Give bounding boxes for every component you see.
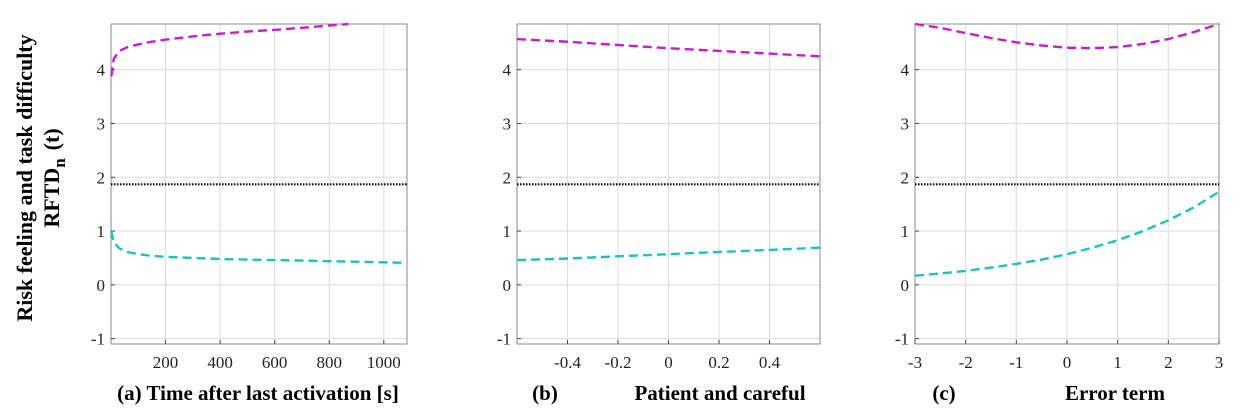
upper-series-line [110,22,349,77]
x-tick-label: -0.4 [554,353,581,372]
y-tick-label: 1 [97,222,106,241]
y-tick-label: 4 [503,61,512,80]
x-tick-label: 0 [664,353,673,372]
x-axis-title: (a) Time after last activation [s] [117,381,399,405]
y-axis-title: Risk feeling and task difficulty RFTDn(t… [12,34,69,321]
x-tick-label: -3 [908,353,922,372]
x-tick-label: 800 [316,353,342,372]
x-tick-label: 3 [1215,353,1224,372]
x-tick-label: -0.2 [605,353,632,372]
y-tick-label: 1 [901,222,910,241]
y-tick-label: 0 [97,276,106,295]
y-tick-label: 3 [503,114,512,133]
y-tick-label: 0 [901,276,910,295]
x-tick-label: 200 [153,353,179,372]
lower-series-line [516,246,821,262]
y-tick-label: 3 [901,114,910,133]
x-axis-title-prefix: (b) [532,381,558,405]
y-tick-label: 0 [503,276,512,295]
upper-series-line [914,22,1220,50]
x-tick-label: -1 [1009,353,1023,372]
x-axis-title: Patient and careful [634,381,805,405]
x-tick-label: 0 [1063,353,1072,372]
x-axis-title: Error term [1065,381,1166,405]
panel-a: 200 400 600 800 1000 -1 0 1 2 3 4 (a) Time after la… [91,22,408,405]
y-tick-label: -1 [497,330,511,349]
y-tick-label: 1 [503,222,512,241]
lower-series-line [914,190,1220,277]
y-tick-label: 4 [97,61,106,80]
x-tick-label: 400 [207,353,233,372]
y-tick-label: 2 [901,168,910,187]
y-tick-label: 4 [901,61,910,80]
y-tick-label: -1 [895,330,909,349]
x-tick-label: 600 [262,353,288,372]
x-tick-label: 2 [1164,353,1173,372]
x-tick-label: -2 [959,353,973,372]
y-tick-label: -1 [91,330,105,349]
panel-b: -0.4 -0.2 0 0.2 0.4 -1 0 1 2 3 4 (b) Patient and car… [497,23,821,405]
lower-series-line [110,230,406,264]
y-tick-label: 2 [97,168,106,187]
panel-c: -3 -2 -1 0 1 2 3 -1 0 1 2 3 4 (c) Error term [895,22,1224,405]
x-tick-label: 1 [1113,353,1122,372]
x-axis-title-prefix: (c) [932,381,955,405]
y-axis-title-line1: Risk feeling and task difficulty [12,34,37,321]
y-tick-label: 2 [503,168,512,187]
x-tick-label: 0.2 [708,353,729,372]
y-tick-label: 3 [97,114,106,133]
x-tick-label: 0.4 [759,353,781,372]
upper-series-line [516,37,821,58]
y-axis-title-line2: RFTDn(t) [39,128,69,227]
x-tick-label: 1000 [367,353,401,372]
